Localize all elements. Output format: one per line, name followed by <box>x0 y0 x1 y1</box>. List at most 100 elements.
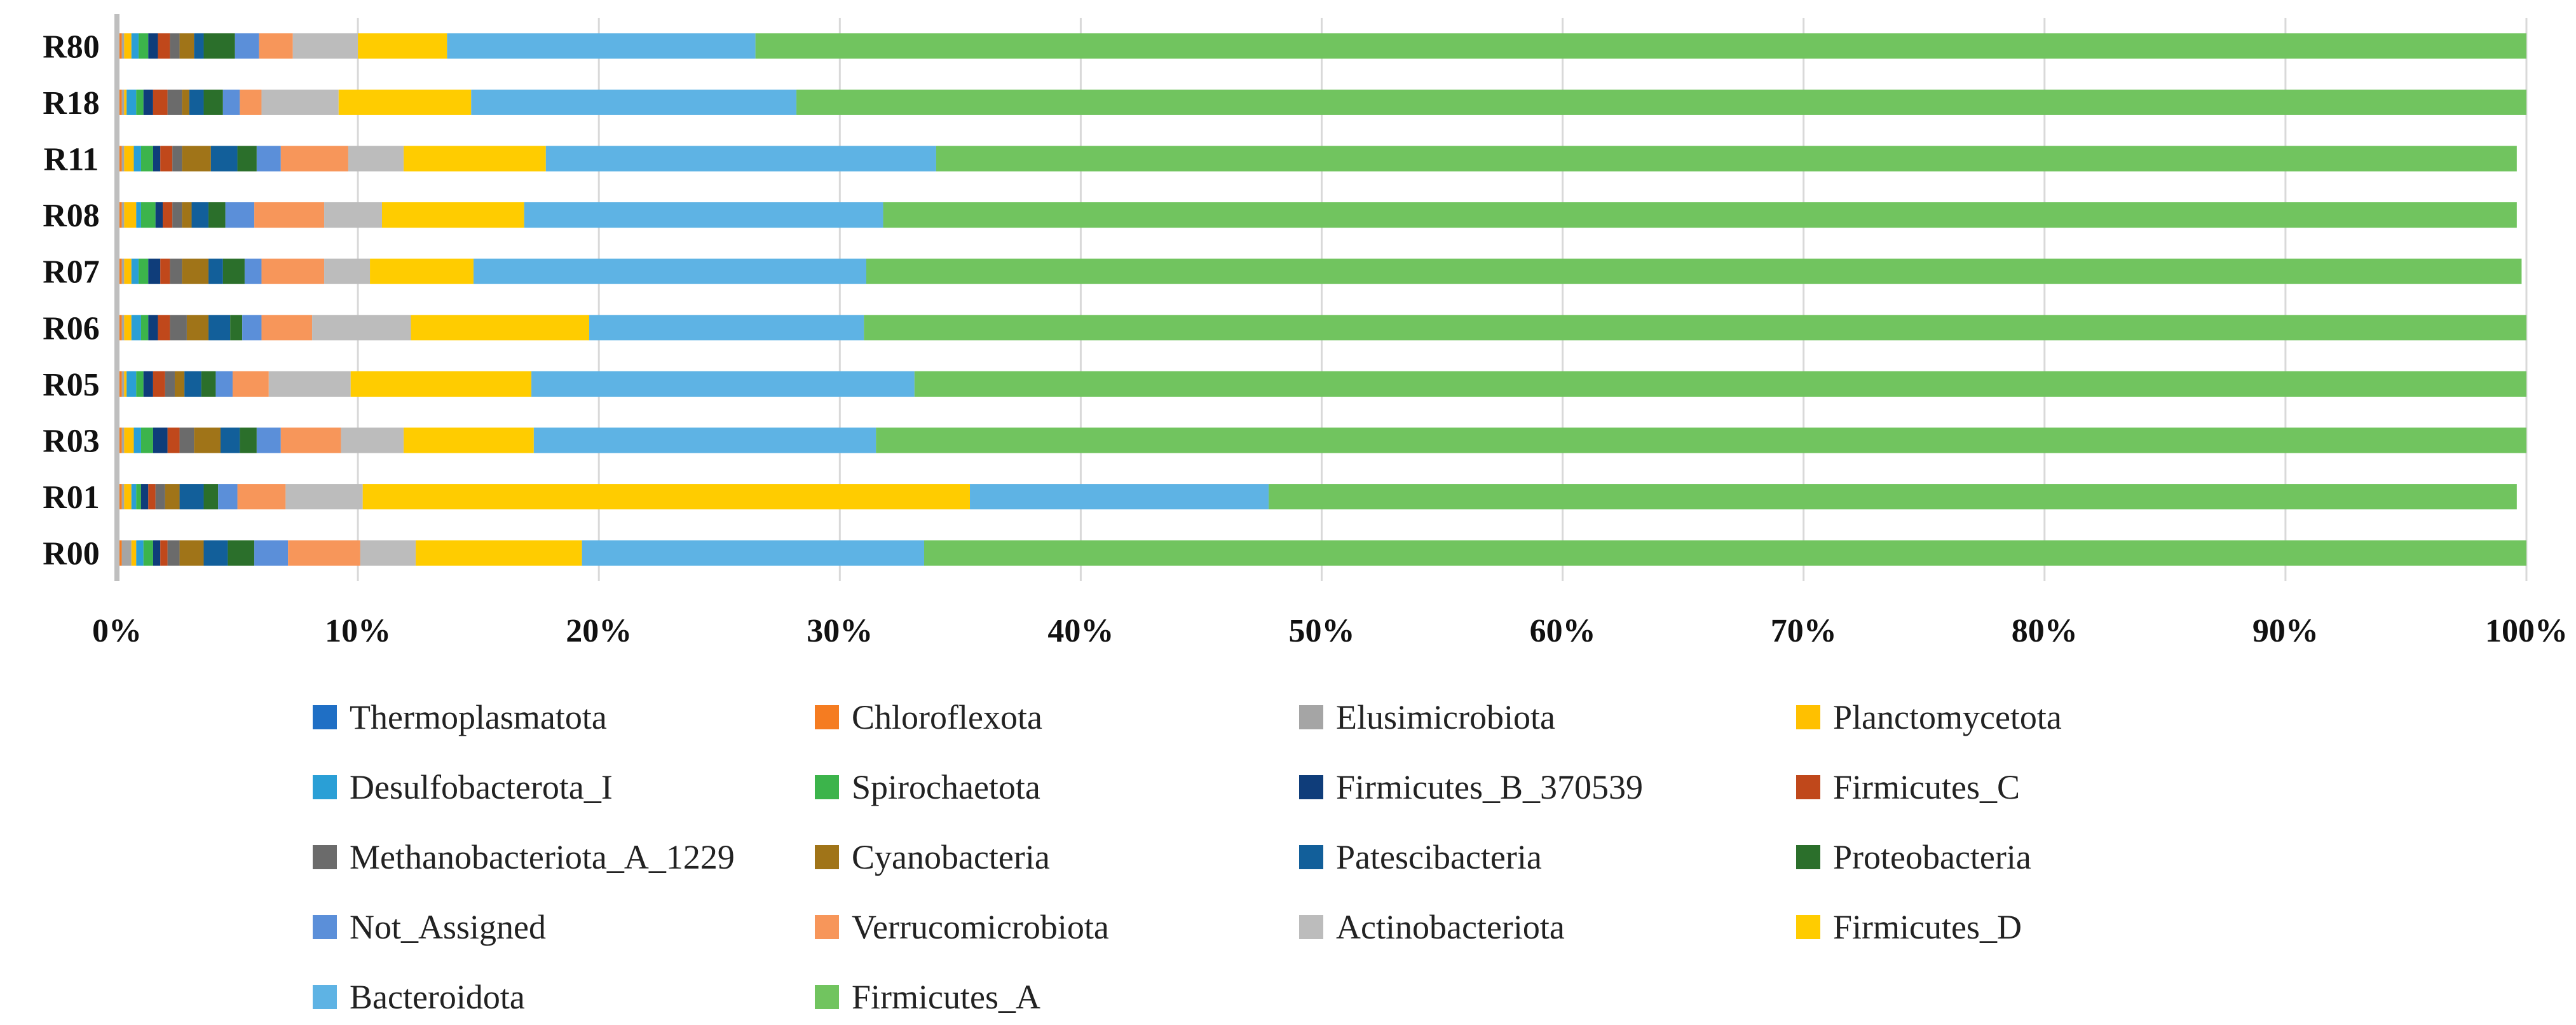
bar-r08-proteobacteria <box>208 202 226 228</box>
bar-r05-proteobacteria <box>201 371 216 397</box>
bar-r07-elusimicrobiota <box>121 258 125 284</box>
bar-r18-verrucomicrobiota <box>240 89 262 115</box>
bar-r03-desulfobacterota-i <box>133 427 141 453</box>
x-tick-label-60: 60% <box>1530 613 1596 649</box>
bar-r80-chloroflexota <box>119 33 122 59</box>
bar-r06-bacteroidota <box>589 315 864 341</box>
legend-swatch-patescibacteria <box>1299 845 1323 869</box>
bar-r00-not-assigned <box>254 540 289 566</box>
bar-r03-methanobacteriota-a-1229 <box>179 427 194 453</box>
bar-r00-firmicutes-a <box>923 540 2527 566</box>
bar-r18-firmicutes-b-370539 <box>143 89 153 115</box>
bar-r11-not-assigned <box>256 146 281 172</box>
bar-r03-verrucomicrobiota <box>280 427 341 453</box>
bar-r11-bacteroidota <box>545 146 936 172</box>
bar-r00-firmicutes-b-370539 <box>153 540 161 566</box>
bar-r03-chloroflexota <box>119 427 122 453</box>
legend-swatch-not-assigned <box>313 915 337 939</box>
bar-r80-cyanobacteria <box>179 33 194 59</box>
bar-r03-firmicutes-c <box>167 427 180 453</box>
bar-r07-actinobacteriota <box>324 258 371 284</box>
bar-r11-spirochaetota <box>140 146 153 172</box>
bar-r05-bacteroidota <box>531 371 915 397</box>
bar-r11-chloroflexota <box>119 146 122 172</box>
bar-r01-spirochaetota <box>136 484 141 510</box>
legend-swatch-desulfobacterota-i <box>313 775 337 799</box>
bar-r05-cyanobacteria <box>174 371 185 397</box>
bar-r08-firmicutes-a <box>883 202 2517 228</box>
bar-r00-chloroflexota <box>119 540 122 566</box>
legend-label-desulfobacterota-i: Desulfobacterota_I <box>350 768 613 806</box>
bar-r00-cyanobacteria <box>179 540 204 566</box>
legend-label-thermoplasmatota: Thermoplasmatota <box>350 698 607 736</box>
bar-r03-firmicutes-a <box>876 427 2526 453</box>
bar-r06-not-assigned <box>242 315 262 341</box>
bar-r07-patescibacteria <box>208 258 223 284</box>
bar-r18-proteobacteria <box>203 89 223 115</box>
y-tick-label-r01: R01 <box>43 479 100 516</box>
bar-r03-patescibacteria <box>221 427 240 453</box>
bar-r18-patescibacteria <box>189 89 204 115</box>
bar-r06-actinobacteriota <box>312 315 411 341</box>
bar-r01-patescibacteria <box>179 484 204 510</box>
bar-r11-planctomycetota <box>124 146 134 172</box>
bar-r08-verrucomicrobiota <box>254 202 325 228</box>
bar-r01-desulfobacterota-i <box>131 484 137 510</box>
bar-r00-methanobacteriota-a-1229 <box>167 540 180 566</box>
x-tick-label-50: 50% <box>1289 613 1355 649</box>
bar-r05-not-assigned <box>215 371 233 397</box>
bar-r11-firmicutes-c <box>160 146 173 172</box>
legend-swatch-bacteroidota <box>313 985 337 1009</box>
bar-r06-firmicutes-d <box>411 315 590 341</box>
bar-r18-spirochaetota <box>136 89 144 115</box>
bar-r06-verrucomicrobiota <box>261 315 313 341</box>
bar-r80-elusimicrobiota <box>121 33 125 59</box>
legend-label-firmicutes-b-370539: Firmicutes_B_370539 <box>1336 768 1643 806</box>
bar-r05-desulfobacterota-i <box>126 371 137 397</box>
bar-r03-proteobacteria <box>240 427 257 453</box>
bar-r80-desulfobacterota-i <box>131 33 139 59</box>
bar-r01-chloroflexota <box>119 484 122 510</box>
legend-label-verrucomicrobiota: Verrucomicrobiota <box>852 908 1109 946</box>
x-tick-labels: 0% 10% 20% 30% 40% 50% 60% 70% 80% 90% 100% <box>92 613 2568 649</box>
bar-r01-planctomycetota <box>124 484 132 510</box>
legend-label-elusimicrobiota: Elusimicrobiota <box>1336 698 1555 736</box>
bar-r03-firmicutes-b-370539 <box>153 427 168 453</box>
bar-r07-firmicutes-b-370539 <box>148 258 161 284</box>
x-tick-label-20: 20% <box>566 613 632 649</box>
x-tick-label-40: 40% <box>1047 613 1114 649</box>
bar-r08-firmicutes-d <box>382 202 524 228</box>
bar-r01-firmicutes-a <box>1269 484 2517 510</box>
bar-r06-proteobacteria <box>230 315 243 341</box>
bar-r18-firmicutes-a <box>796 89 2526 115</box>
bar-r05-planctomycetota <box>124 371 127 397</box>
bar-r18-elusimicrobiota <box>121 89 125 115</box>
bar-r07-firmicutes-c <box>160 258 170 284</box>
legend-swatch-elusimicrobiota <box>1299 705 1323 729</box>
bar-r06-firmicutes-a <box>864 315 2526 341</box>
bar-r05-spirochaetota <box>136 371 144 397</box>
bar-r80-proteobacteria <box>203 33 235 59</box>
bar-r08-elusimicrobiota <box>121 202 125 228</box>
y-tick-label-r08: R08 <box>43 198 100 234</box>
bar-r18-planctomycetota <box>124 89 127 115</box>
bar-r01-proteobacteria <box>203 484 219 510</box>
y-tick-label-r06: R06 <box>43 310 100 347</box>
legend-swatch-spirochaetota <box>815 775 839 799</box>
y-tick-label-r07: R07 <box>43 254 100 291</box>
bar-r80-firmicutes-b-370539 <box>148 33 158 59</box>
bar-r07-firmicutes-d <box>370 258 474 284</box>
bar-r11-verrucomicrobiota <box>280 146 348 172</box>
bar-r03-firmicutes-d <box>404 427 534 453</box>
bar-r06-cyanobacteria <box>186 315 209 341</box>
legend-label-patescibacteria: Patescibacteria <box>1336 838 1542 876</box>
bar-r00-bacteroidota <box>582 540 924 566</box>
bar-r07-spirochaetota <box>139 258 149 284</box>
bar-r80-patescibacteria <box>194 33 204 59</box>
bar-r18-not-assigned <box>222 89 240 115</box>
bar-r07-chloroflexota <box>119 258 122 284</box>
bar-r03-bacteroidota <box>533 427 876 453</box>
bar-r11-firmicutes-a <box>936 146 2517 172</box>
bar-r03-planctomycetota <box>124 427 134 453</box>
